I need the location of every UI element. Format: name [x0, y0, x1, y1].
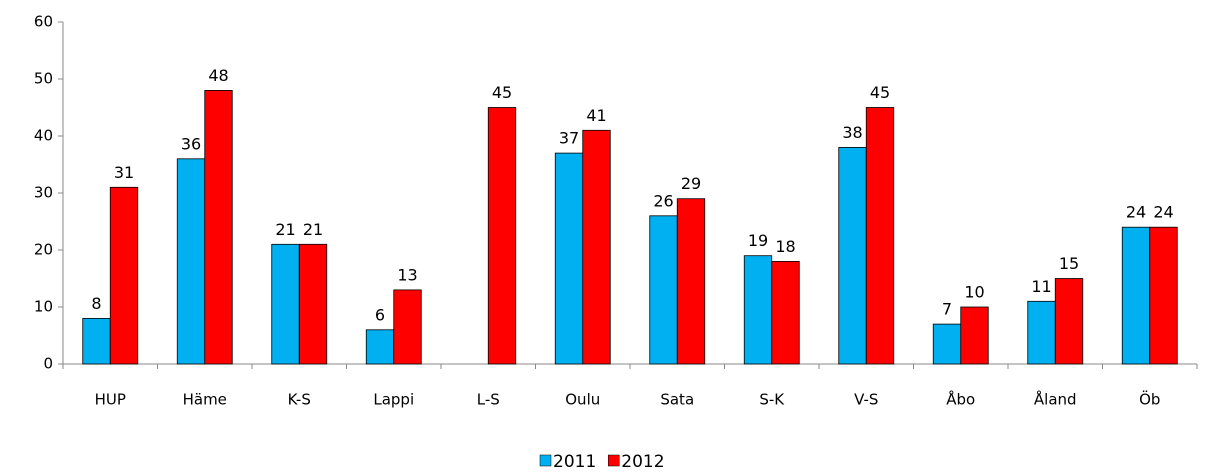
bar [1054, 278, 1084, 365]
data-label: 8 [91, 294, 101, 313]
x-tick-label: Lappi [373, 391, 414, 409]
legend-label: 2011 [553, 452, 596, 472]
y-tick-label: 30 [34, 184, 53, 202]
data-label: 7 [942, 300, 952, 319]
x-tick-label: Åbo [946, 390, 975, 409]
bar [365, 329, 395, 365]
data-label: 45 [492, 83, 512, 102]
bar [743, 255, 773, 365]
y-tick-label: 60 [34, 13, 53, 31]
bar [82, 317, 111, 365]
data-label: 18 [775, 237, 795, 256]
x-tick-label: Sata [660, 391, 694, 409]
data-label: 24 [1126, 203, 1146, 222]
bar [109, 186, 139, 365]
data-label: 31 [114, 163, 134, 182]
y-tick-label: 20 [34, 241, 53, 259]
data-label: 21 [303, 220, 323, 239]
bar [176, 158, 206, 365]
y-tick-label: 40 [34, 127, 53, 145]
data-label: 29 [681, 174, 701, 193]
data-label: 6 [375, 305, 385, 324]
data-label: 26 [653, 191, 673, 210]
legend-swatch [608, 454, 620, 467]
bar [487, 107, 517, 365]
data-label: 45 [870, 83, 890, 102]
data-label: 38 [842, 123, 862, 142]
x-tick-label: L-S [477, 391, 500, 409]
legend-label: 2012 [621, 452, 664, 472]
legend-swatch [539, 454, 552, 467]
x-tick-label: Häme [183, 391, 227, 409]
bar [582, 129, 611, 365]
bar [676, 198, 706, 365]
bar [298, 243, 328, 365]
y-tick-label: 50 [34, 70, 53, 88]
x-tick-label: Åland [1034, 390, 1077, 409]
x-tick-label: Oulu [565, 391, 600, 409]
bar [271, 243, 300, 365]
bar [393, 289, 422, 365]
data-label: 24 [1153, 203, 1173, 222]
x-tick-label: HUP [95, 391, 126, 409]
x-tick-label: Öb [1139, 390, 1160, 409]
bar [1149, 226, 1178, 365]
bar [554, 152, 584, 365]
bar [204, 90, 233, 365]
bar [932, 323, 962, 365]
data-label: 19 [748, 231, 768, 250]
bar [1121, 226, 1151, 365]
y-tick-label: 0 [43, 355, 53, 373]
data-label: 15 [1059, 254, 1079, 273]
data-label: 11 [1031, 277, 1051, 296]
data-label: 36 [181, 134, 201, 153]
bar [838, 146, 867, 365]
data-label: 48 [208, 66, 228, 85]
data-label: 13 [397, 265, 417, 284]
x-tick-label: V-S [854, 391, 878, 409]
bar [649, 215, 678, 365]
x-tick-label: K-S [288, 391, 311, 409]
y-tick-label: 10 [34, 298, 53, 316]
bar [1027, 300, 1056, 365]
data-label: 21 [275, 220, 295, 239]
data-label: 10 [964, 283, 984, 302]
data-label: 37 [559, 129, 579, 148]
bar [960, 306, 989, 365]
bar [771, 260, 800, 365]
data-label: 41 [586, 106, 606, 125]
x-tick-label: S-K [759, 391, 785, 409]
bar [865, 107, 895, 365]
